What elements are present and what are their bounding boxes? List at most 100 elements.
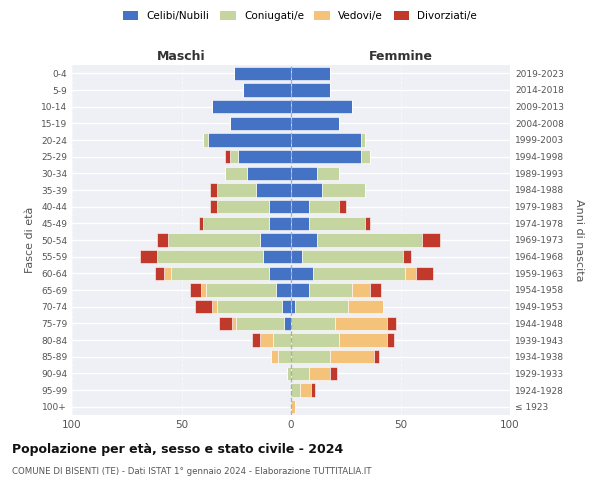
Bar [291,316,335,330]
Bar [226,150,230,164]
Bar [291,166,317,180]
Bar [256,184,291,196]
Bar [291,84,331,96]
Bar [230,116,291,130]
Bar [291,116,339,130]
Bar [291,66,331,80]
Bar [269,216,291,230]
Text: Maschi: Maschi [157,50,206,62]
Bar [317,166,339,180]
Bar [322,184,365,196]
Bar [352,284,370,296]
Y-axis label: Fasce di età: Fasce di età [25,207,35,273]
Bar [308,284,352,296]
Bar [302,250,403,264]
Bar [243,84,291,96]
Bar [295,300,348,314]
Bar [232,316,236,330]
Text: Femmine: Femmine [368,50,433,62]
Bar [331,366,337,380]
Bar [269,266,291,280]
Bar [234,66,291,80]
Bar [291,366,308,380]
Bar [291,200,308,213]
Bar [339,334,388,346]
Bar [291,100,352,114]
Bar [210,184,217,196]
Bar [388,316,396,330]
Bar [275,284,291,296]
Bar [291,134,361,146]
Bar [271,350,278,364]
Bar [140,250,157,264]
Bar [291,384,300,396]
Bar [291,300,295,314]
Bar [212,100,291,114]
Bar [291,216,308,230]
Bar [339,200,346,213]
Bar [291,250,302,264]
Bar [317,234,422,246]
Bar [157,250,263,264]
Bar [365,216,370,230]
Bar [190,284,201,296]
Bar [238,150,291,164]
Bar [331,350,374,364]
Bar [263,250,291,264]
Bar [203,216,269,230]
Bar [374,350,379,364]
Bar [236,316,284,330]
Bar [291,266,313,280]
Bar [269,200,291,213]
Bar [194,300,212,314]
Bar [388,334,394,346]
Bar [274,334,291,346]
Bar [203,134,208,146]
Text: Popolazione per età, sesso e stato civile - 2024: Popolazione per età, sesso e stato civil… [12,442,343,456]
Bar [199,216,203,230]
Bar [230,150,238,164]
Bar [251,334,260,346]
Bar [212,300,217,314]
Bar [217,184,256,196]
Bar [311,384,315,396]
Bar [278,350,291,364]
Bar [282,300,291,314]
Bar [217,200,269,213]
Bar [403,250,412,264]
Y-axis label: Anni di nascita: Anni di nascita [574,198,584,281]
Bar [422,234,440,246]
Bar [219,316,232,330]
Bar [291,234,317,246]
Bar [291,150,361,164]
Bar [287,366,291,380]
Bar [416,266,433,280]
Bar [210,200,217,213]
Legend: Celibi/Nubili, Coniugati/e, Vedovi/e, Divorziati/e: Celibi/Nubili, Coniugati/e, Vedovi/e, Di… [119,8,481,24]
Bar [348,300,383,314]
Bar [291,350,331,364]
Bar [370,284,381,296]
Bar [247,166,291,180]
Bar [208,134,291,146]
Bar [291,184,322,196]
Bar [226,166,247,180]
Bar [313,266,405,280]
Bar [361,150,370,164]
Bar [361,134,365,146]
Bar [201,284,206,296]
Bar [157,234,169,246]
Bar [284,316,291,330]
Bar [291,400,295,413]
Bar [300,384,311,396]
Bar [217,300,282,314]
Bar [170,266,269,280]
Bar [335,316,388,330]
Bar [169,234,260,246]
Bar [308,200,339,213]
Bar [405,266,416,280]
Bar [260,334,274,346]
Text: COMUNE DI BISENTI (TE) - Dati ISTAT 1° gennaio 2024 - Elaborazione TUTTITALIA.IT: COMUNE DI BISENTI (TE) - Dati ISTAT 1° g… [12,468,371,476]
Bar [155,266,164,280]
Bar [260,234,291,246]
